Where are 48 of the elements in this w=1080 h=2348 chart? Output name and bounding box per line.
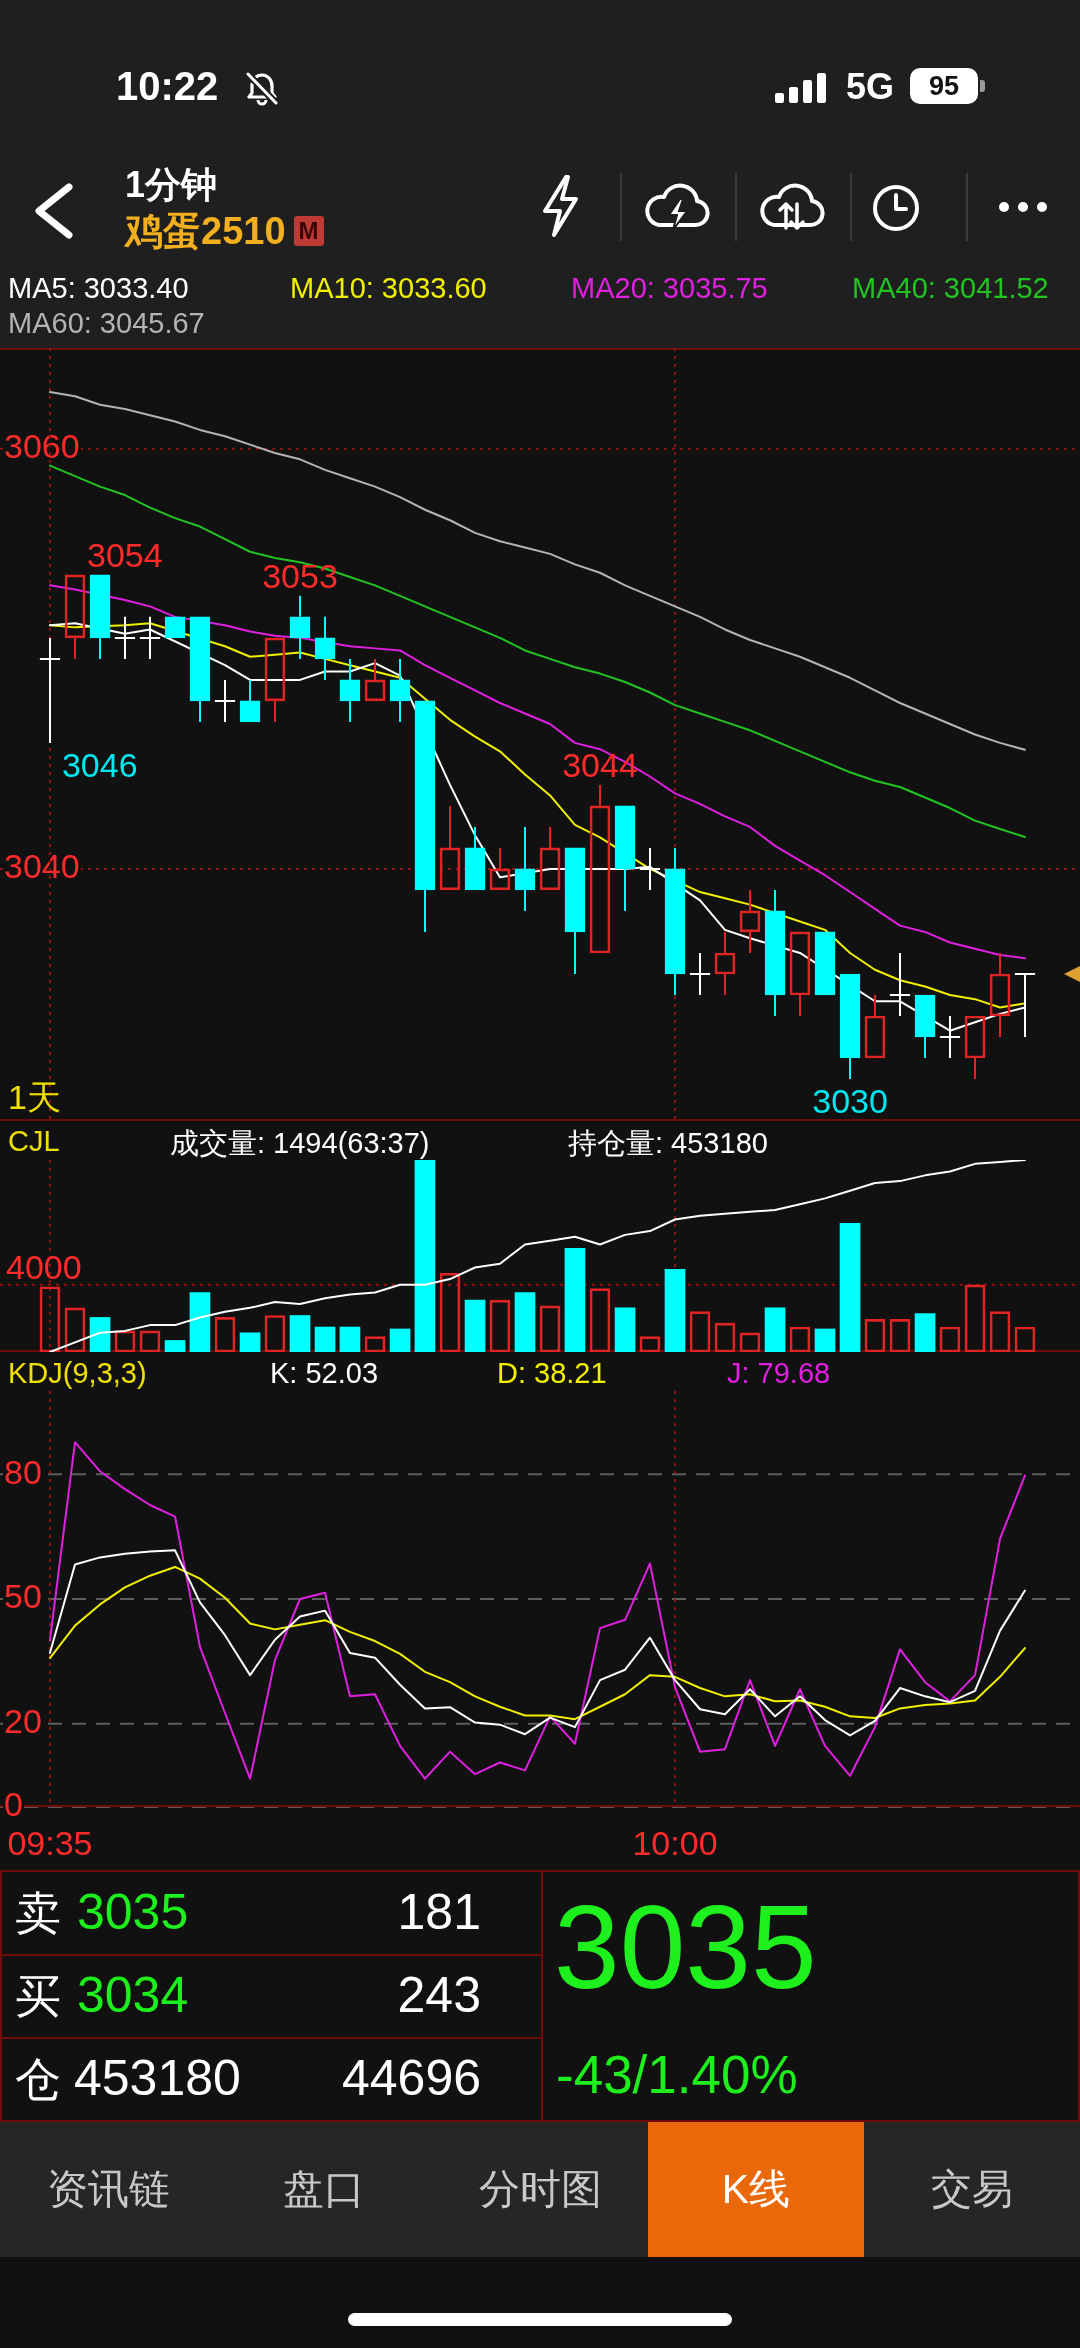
chart-title: CJL <box>8 1125 60 1157</box>
text: 453180 <box>74 2050 241 2106</box>
text: 1分钟 <box>125 164 218 205</box>
y-tick-label: 3040 <box>4 847 80 886</box>
text: 3035 <box>554 1881 817 2013</box>
text: 10:22 <box>116 64 219 108</box>
text: MA60: 3045.67 <box>8 307 205 339</box>
text: 181 <box>397 1884 481 1940</box>
text: D: 38.21 <box>497 1357 607 1389</box>
y-tick-label: 80 <box>4 1452 42 1491</box>
text: 仓 <box>15 2053 61 2105</box>
x-tick-label: 10:00 <box>632 1824 718 1863</box>
text: 3034 <box>77 1967 189 2023</box>
annotation: 成交量: 1494(63:37) <box>170 1127 430 1159</box>
y-tick-label: 3060 <box>4 427 80 466</box>
text: 鸡蛋2510 <box>125 210 286 252</box>
text: MA40: 3041.52 <box>852 272 1049 304</box>
text: 盘口 <box>283 2166 365 2212</box>
text: MA5: 3033.40 <box>8 272 189 304</box>
text: 5G <box>846 66 895 107</box>
annotation: 3030 <box>812 1082 888 1121</box>
text: 交易 <box>931 2166 1013 2212</box>
annotation: 3053 <box>262 556 338 595</box>
text: K线 <box>721 2166 791 2212</box>
text: -43/1.40% <box>556 2045 798 2104</box>
x-tick-label: 09:35 <box>7 1824 93 1863</box>
annotation: 3054 <box>87 535 163 574</box>
text: 卖 <box>15 1887 61 1939</box>
text: MA20: 3035.75 <box>571 272 768 304</box>
text: 3035 <box>77 1884 189 1940</box>
annotation: 3044 <box>562 745 638 784</box>
text: 95 <box>928 71 960 101</box>
text: 243 <box>397 1967 481 2023</box>
y-tick-label: 50 <box>4 1577 42 1616</box>
text: 资讯链 <box>46 2166 170 2212</box>
annotation: 1天 <box>8 1078 61 1116</box>
text: MA10: 3033.60 <box>290 272 487 304</box>
text: K: 52.03 <box>270 1357 379 1389</box>
y-tick-label: 0 <box>4 1785 23 1824</box>
annotation: 4000 <box>6 1247 82 1286</box>
text: 分时图 <box>478 2166 602 2212</box>
text: 44696 <box>341 2050 481 2106</box>
annotation: 持仓量: 453180 <box>568 1127 768 1159</box>
annotation: 3046 <box>61 746 138 785</box>
text: 买 <box>15 1970 61 2022</box>
chart-title: KDJ(9,3,3) <box>8 1357 147 1389</box>
text: J: 79.68 <box>727 1357 831 1389</box>
y-tick-label: 20 <box>4 1702 42 1741</box>
